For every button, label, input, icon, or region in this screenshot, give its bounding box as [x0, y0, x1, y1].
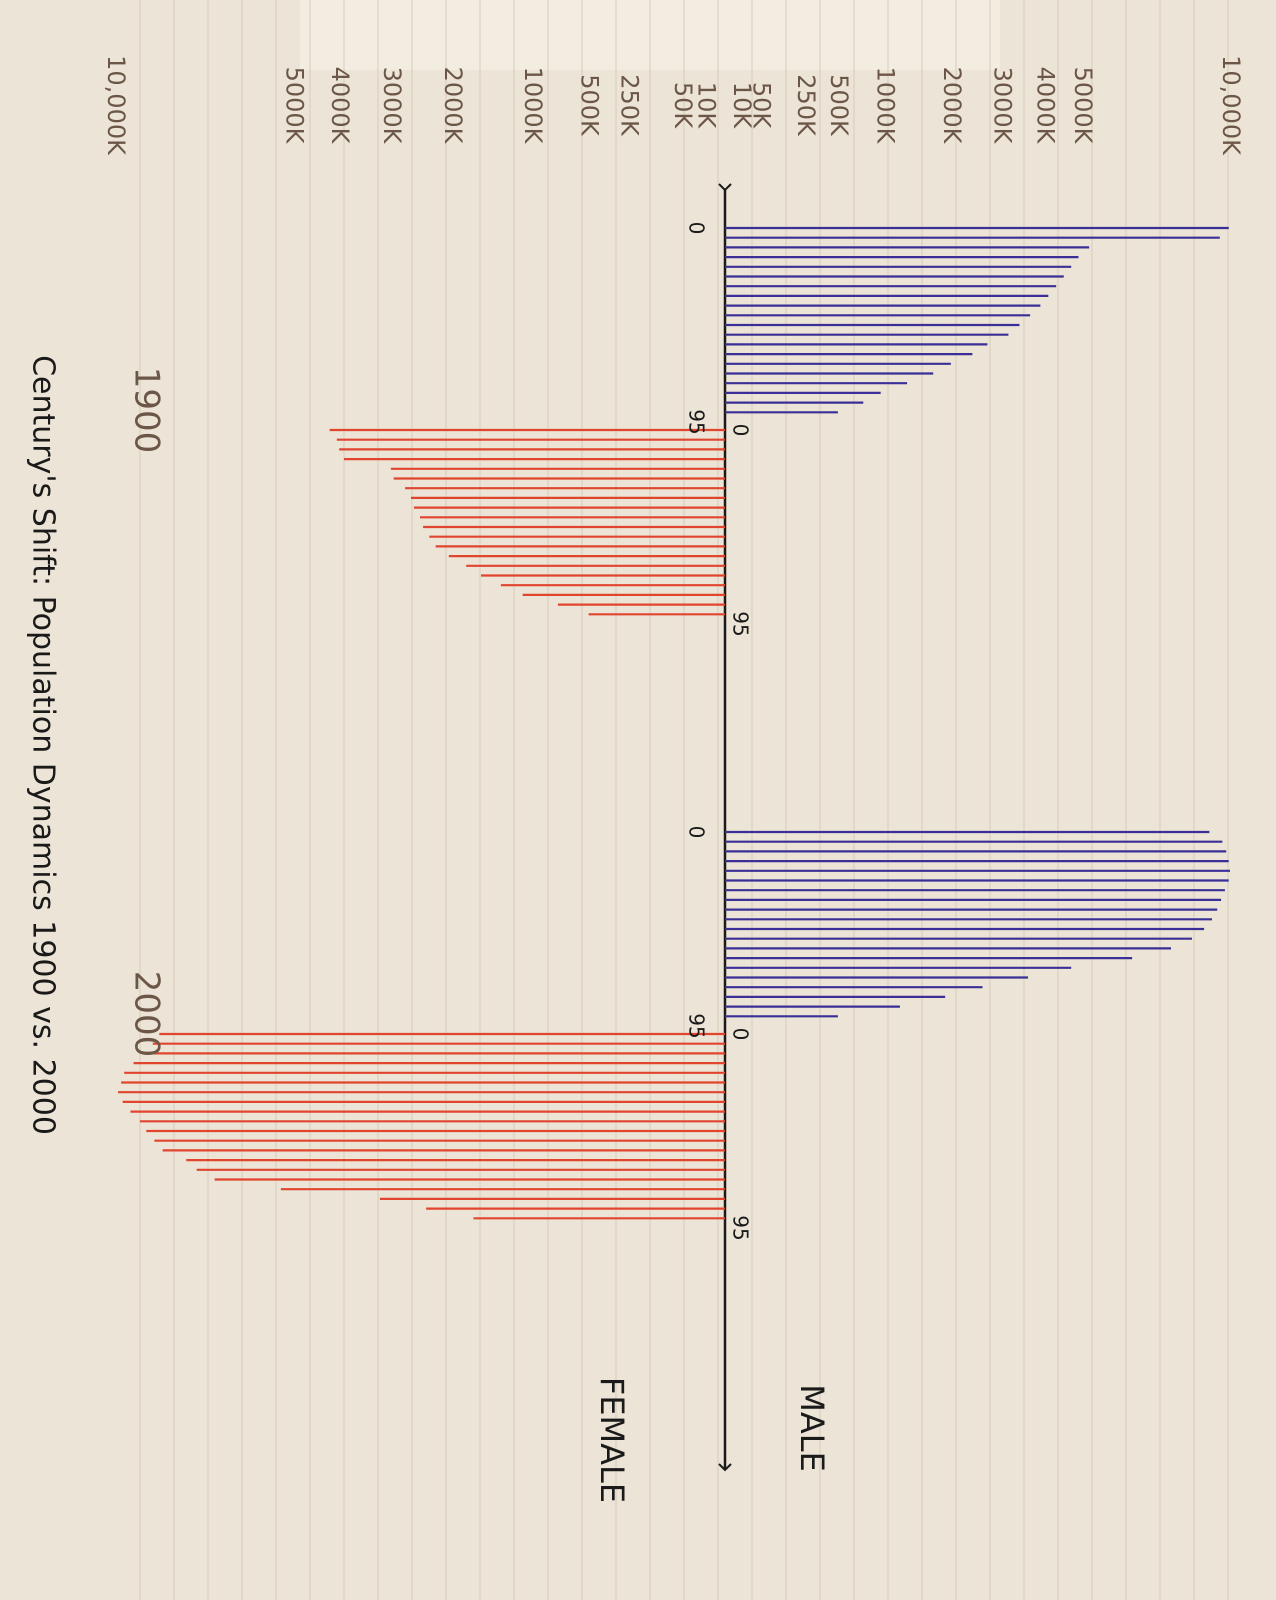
chart-title-wrap: Century's Shift: Population Dynamics 190… — [26, 355, 61, 1135]
tick-label-male: 500K — [825, 74, 853, 137]
tick-label-male-text: 10,000K — [1217, 55, 1245, 156]
year-label: 2000 — [127, 971, 167, 1058]
age-start-label-male-text: 0 — [685, 826, 709, 839]
legend-female: FEMALE — [593, 1377, 631, 1503]
tick-label-female-text: 250K — [616, 74, 644, 137]
tick-label-male-text: 2000K — [938, 67, 966, 145]
tick-label-female-text: 500K — [576, 74, 604, 137]
tick-label-male-text: 1000K — [872, 67, 900, 145]
tick-label-male: 10,000K — [1217, 55, 1245, 156]
tick-label-male: 2000K — [938, 67, 966, 145]
age-end-label-female-text: 95 — [729, 1215, 753, 1240]
tick-label-female: 250K — [616, 74, 644, 137]
age-end-label-male-text: 95 — [685, 1013, 709, 1038]
tick-label-male-text: 5000K — [1069, 67, 1097, 145]
tick-label-female: 10,000K — [102, 55, 130, 156]
tick-label-male: 4000K — [1031, 67, 1059, 145]
tick-label-female: 50K — [669, 82, 697, 130]
tick-label-female-text: 10,000K — [102, 55, 130, 156]
year-label: 1900 — [127, 367, 167, 454]
tick-label-female-text: 2000K — [439, 67, 467, 145]
age-start-label-female: 0 — [729, 424, 753, 437]
legend-male-text: MALE — [793, 1384, 831, 1472]
tick-label-female-text: 1000K — [519, 67, 547, 145]
tick-label-male: 3000K — [989, 67, 1017, 145]
chart-labels: 0 95 0 95 1900 0 95 0 95 2000 MALE FEMALE — [127, 222, 832, 1503]
tick-label-male-text: 500K — [825, 74, 853, 137]
tick-label-female: 4000K — [326, 67, 354, 145]
gridlines — [139, 0, 1229, 1600]
value-axis-ticks: 10,000K 10,000K 5000K 5000K 4000K 4000K 3000K 3… — [102, 55, 1245, 156]
age-start-label-male: 0 — [685, 826, 709, 839]
legend-male: MALE — [793, 1384, 831, 1472]
tick-label-male: 5000K — [1069, 67, 1097, 145]
age-end-label-female: 95 — [729, 611, 753, 636]
tick-label-male-text: 3000K — [989, 67, 1017, 145]
age-end-label-female-text: 95 — [729, 611, 753, 636]
tick-label-male: 1000K — [872, 67, 900, 145]
chart-bars — [118, 226, 1230, 1220]
tick-label-female: 1000K — [519, 67, 547, 145]
age-end-label-female: 95 — [729, 1215, 753, 1240]
tick-label-male: 250K — [792, 74, 820, 137]
age-start-label-female-text: 0 — [729, 1028, 753, 1041]
age-end-label-male: 95 — [685, 409, 709, 434]
legend-female-text: FEMALE — [593, 1377, 631, 1503]
year-label-text: 2000 — [127, 971, 167, 1058]
tick-label-female-text: 50K — [669, 82, 697, 130]
tick-label-male-text: 4000K — [1031, 67, 1059, 145]
tick-label-male-text: 50K — [748, 82, 776, 130]
tick-label-female-text: 4000K — [326, 67, 354, 145]
age-end-label-male-text: 95 — [685, 409, 709, 434]
tick-label-male-text: 250K — [792, 74, 820, 137]
tick-label-female: 2000K — [439, 67, 467, 145]
tick-label-male: 50K — [748, 82, 776, 130]
chart-title: Century's Shift: Population Dynamics 190… — [26, 355, 61, 1135]
age-start-label-female: 0 — [729, 1028, 753, 1041]
tick-label-female: 10K — [693, 82, 721, 130]
tick-label-female-text: 5000K — [281, 67, 309, 145]
tick-label-male: 10K — [728, 82, 756, 130]
year-label-text: 1900 — [127, 367, 167, 454]
tick-label-female: 3000K — [378, 67, 406, 145]
tick-label-male-text: 10K — [728, 82, 756, 130]
age-start-label-female-text: 0 — [729, 424, 753, 437]
tick-label-female: 5000K — [281, 67, 309, 145]
age-start-label-male: 0 — [685, 222, 709, 235]
age-start-label-male-text: 0 — [685, 222, 709, 235]
tick-label-female: 500K — [576, 74, 604, 137]
age-end-label-male: 95 — [685, 1013, 709, 1038]
tick-label-female-text: 10K — [693, 82, 721, 130]
tick-label-female-text: 3000K — [378, 67, 406, 145]
